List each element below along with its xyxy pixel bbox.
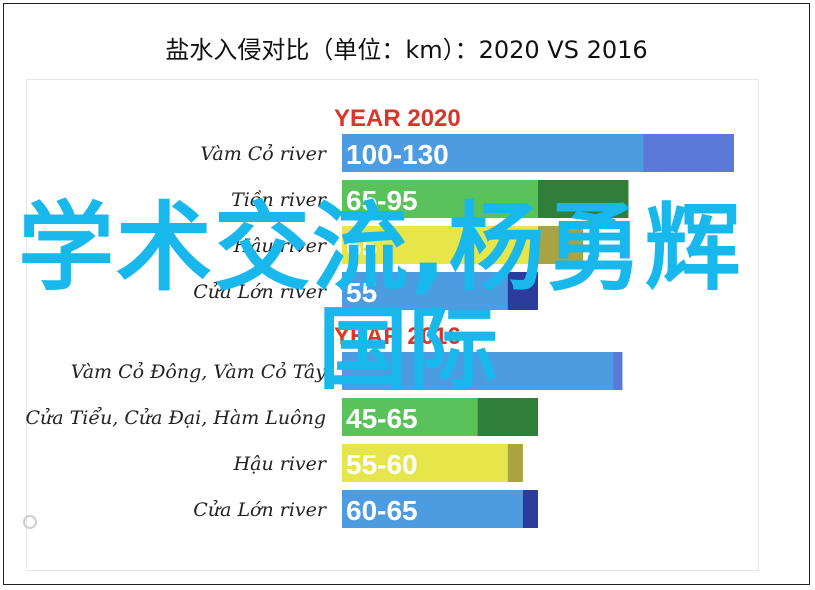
- category-label: Cửa Lớn river: [193, 499, 328, 521]
- category-label: Cửa Lớn river: [193, 281, 328, 303]
- bar-min-segment: [342, 444, 508, 482]
- watermark-line-2: 国际: [318, 297, 498, 402]
- category-label: Vàm Cỏ river: [200, 143, 328, 165]
- watermark-line-1: 学术交流,杨勇辉: [18, 192, 743, 304]
- bar-value-label: 100-130: [346, 139, 449, 170]
- bar-value-label: 65: [346, 231, 377, 262]
- bar-min-segment: [342, 398, 478, 436]
- category-label: Hậu river: [233, 235, 328, 257]
- category-label: Cửa Tiểu, Cửa Đại, Hàm Luông: [25, 407, 326, 429]
- category-label: Hậu river: [233, 453, 328, 475]
- bar-min-segment: [342, 352, 614, 390]
- bar-min-segment: [342, 490, 523, 528]
- bar-value-label: 55: [346, 277, 377, 308]
- chart-title: 盐水入侵对比（单位：km）：2020 VS 2016: [165, 36, 648, 64]
- bar-min-segment: [342, 134, 644, 172]
- group-heading: YEAR 2016: [334, 323, 461, 350]
- faint-mark-icon: [23, 515, 37, 529]
- group-heading: YEAR 2020: [334, 105, 461, 132]
- bar-value-label: 65-95: [346, 185, 418, 216]
- category-label: Vàm Cỏ Đông, Vàm Cỏ Tây: [71, 361, 327, 383]
- bar-min-segment: [342, 272, 508, 310]
- bar-value-label: 45-65: [346, 403, 418, 434]
- category-label: Tiền river: [231, 189, 328, 211]
- bar-min-segment: [342, 226, 538, 264]
- bar-value-label: 60-65: [346, 495, 418, 526]
- bar-value-label: 55-60: [346, 449, 418, 480]
- bar-min-segment: [342, 180, 538, 218]
